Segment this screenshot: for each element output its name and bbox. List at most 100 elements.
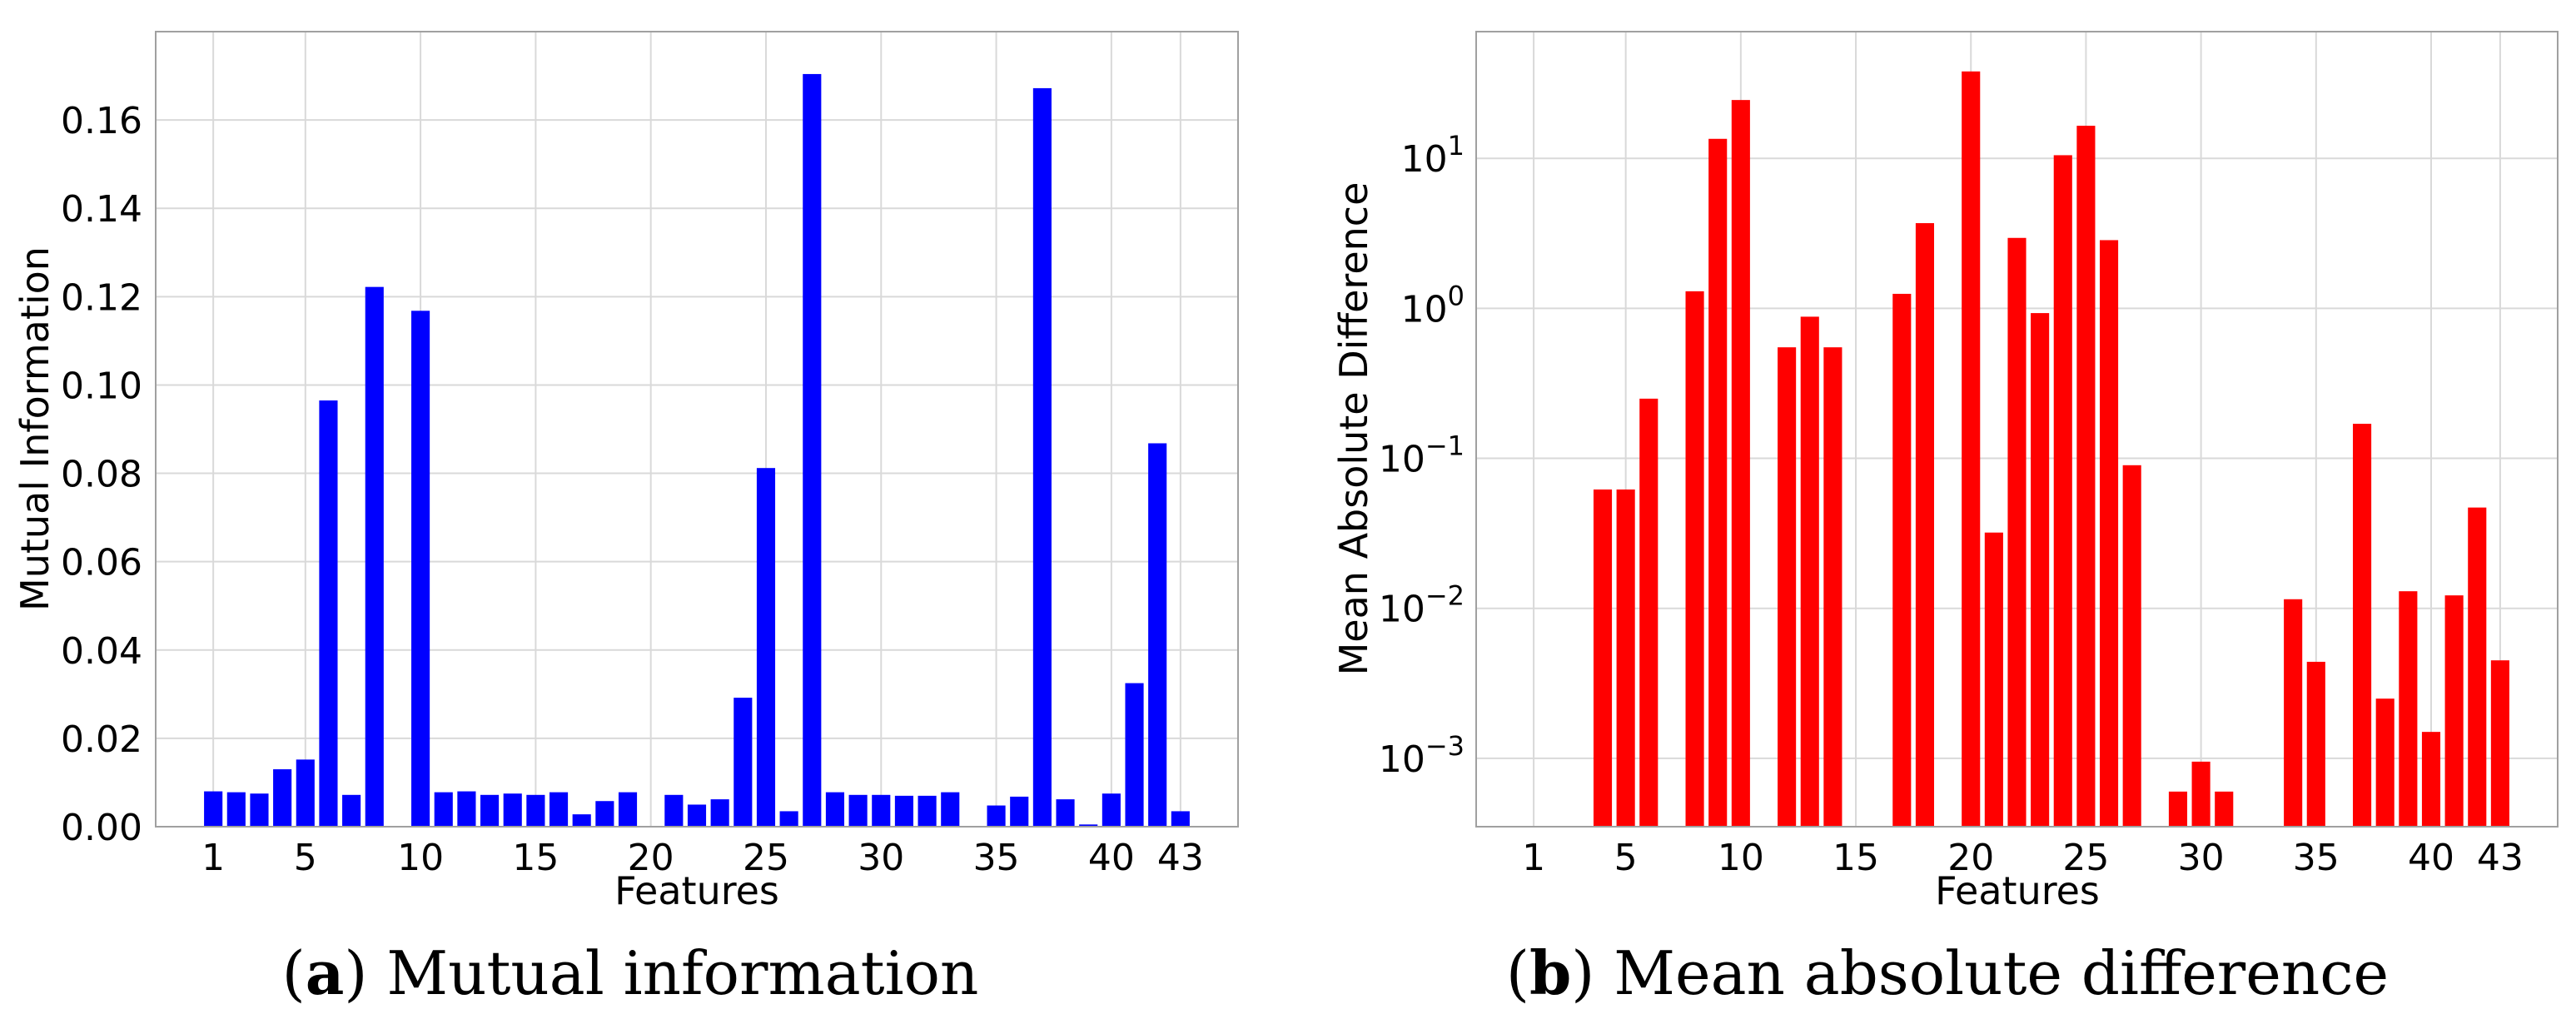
panel-a-bar-feature-43 [1171,811,1190,827]
panel-a-x-ticks: 1 5 10 15 20 25 30 35 40 43 [201,837,1204,879]
panel-a-bar-feature-36 [1010,796,1029,827]
panel-a-caption: (a) Mutual information [282,937,979,1008]
panel-a-bar-feature-21 [664,794,684,827]
panel-b-caption-letter: b [1529,937,1571,1008]
panel-b-y-tick-label: 101 [1401,130,1465,181]
panel-a-bar-feature-37 [1032,87,1052,827]
panel-b-x-tick-label: 1 [1522,837,1545,879]
panel-b-bar-feature-8 [1685,291,1704,827]
panel-a-x-tick-label: 10 [397,837,444,879]
panel-b-y-tick-label: 10−2 [1379,580,1465,631]
panel-a-bar-feature-22 [687,804,707,827]
panel-b-bar-feature-40 [2421,732,2441,827]
panel-a-bar-feature-42 [1148,443,1167,827]
panel-b-bar-feature-42 [2468,507,2487,827]
panel-a-bar-feature-29 [848,794,868,827]
panel-a-frame [155,31,1239,828]
panel-a-y-tick-label: 0.04 [61,630,142,673]
panel-a-bar-feature-8 [365,286,384,827]
panel-a-y-axis-label: Mutual Information [12,246,57,611]
panel-a-y-tick-label: 0.10 [61,365,142,407]
panel-a-caption-text: Mutual information [386,938,978,1008]
panel-b-y-tick-label: 100 [1401,280,1465,331]
panel-a-bar-feature-3 [250,793,269,827]
panel-a-y-tick-label: 0.08 [61,454,142,496]
panel-a-bar-feature-30 [872,794,891,827]
panel-a-bar-feature-7 [342,794,361,827]
panel-b-y-axis-label: Mean Absolute Difference [1331,182,1376,676]
panel-a-x-tick-label: 1 [201,837,225,879]
panel-b-bar-feature-9 [1708,138,1728,828]
panel-b-bar-feature-30 [2191,761,2210,827]
panel-a-bar-feature-38 [1056,799,1075,827]
panel-b-bar-feature-18 [1915,223,1935,827]
panel-b-bar-feature-41 [2444,595,2464,827]
panel-a-bar-feature-4 [273,769,292,827]
panel-a-x-tick-label: 25 [743,837,789,879]
panel-b-bar-feature-38 [2375,698,2394,827]
panel-b-bar-feature-17 [1892,293,1912,827]
panel-b-bar-feature-14 [1823,347,1842,827]
panel-b-x-tick-label: 25 [2062,837,2109,879]
panel-a-x-tick-label: 40 [1088,837,1135,879]
panel-a-y-ticks: 0.00 0.02 0.04 0.06 0.08 0.10 0.12 0.14 0.16 [61,100,142,849]
panel-b-x-tick-label: 43 [2477,837,2524,879]
panel-b-bar-feature-43 [2490,660,2509,827]
panel-a-bar-feature-33 [941,792,960,827]
panel-a-bar-feature-24 [734,698,753,827]
panel-b-bar-feature-29 [2168,791,2188,827]
panel-b-y-ticks: 10−3 10−2 10−1 100 101 [1379,130,1465,781]
panel-b-bar-feature-35 [2306,661,2325,827]
panel-a-bar-feature-41 [1125,683,1144,827]
panel-b-bar-feature-24 [2053,155,2072,827]
panel-b-bar-feature-27 [2122,465,2141,827]
panel-a-bar-feature-11 [434,792,453,827]
panel-b-x-tick-label: 15 [1833,837,1879,879]
panel-b-bar-feature-22 [2007,237,2026,828]
panel-b-bars [1593,71,2509,828]
panel-a-x-tick-label: 30 [858,837,904,879]
panel-a-bar-feature-25 [756,468,776,827]
panel-b-bar-feature-34 [2284,599,2303,827]
panel-a-bar-feature-27 [803,73,822,827]
panel-a-bar-feature-26 [779,811,798,827]
panel-a-bar-feature-18 [595,801,614,827]
panel-a-y-tick-label: 0.02 [61,718,142,761]
panel-a-y-tick-label: 0.16 [61,100,142,142]
panel-b-bar-feature-39 [2399,591,2418,827]
panel-b-bar-feature-13 [1800,316,1819,827]
panel-b-x-tick-label: 40 [2408,837,2454,879]
panel-a-bar-feature-31 [894,795,913,827]
panel-a-bar-feature-39 [1079,824,1098,827]
panel-a-bar-feature-35 [987,805,1006,827]
panel-b-x-tick-label: 30 [2178,837,2225,879]
panel-a-x-axis-label: Features [614,868,779,913]
panel-a-x-tick-label: 35 [973,837,1020,879]
panel-b-bar-feature-23 [2031,313,2050,827]
panel-a-bar-feature-19 [618,792,638,827]
panel-b-bar-feature-31 [2215,791,2234,827]
panel-a-bar-feature-16 [549,792,569,827]
panel-a-y-tick-label: 0.14 [61,188,142,231]
panel-b-bar-feature-6 [1639,398,1658,827]
panel-a-y-tick-label: 0.12 [61,276,142,319]
panel-a-bar-feature-17 [572,814,591,827]
panel-b-x-axis-label: Features [1935,868,2100,913]
panel-b-bar-feature-25 [2076,126,2096,827]
panel-a-bar-feature-14 [503,793,522,827]
panel-b-x-tick-label: 35 [2293,837,2340,879]
panel-a-x-tick-label: 20 [628,837,674,879]
panel-a-bar-feature-1 [204,791,223,827]
panel-a-bar-feature-32 [918,795,937,827]
panel-b-y-tick-label: 10−1 [1379,430,1465,481]
panel-b-x-tick-label: 20 [1947,837,1994,879]
panel-a-y-tick-label: 0.00 [61,807,142,849]
panel-b-caption: (b) Mean absolute difference [1506,937,2389,1008]
panel-a-bar-feature-28 [825,792,845,827]
panel-b-bar-feature-37 [2353,424,2372,827]
panel-a-x-tick-label: 15 [512,837,559,879]
panel-a-bar-feature-23 [710,799,729,827]
panel-b-bar-feature-10 [1731,100,1750,827]
